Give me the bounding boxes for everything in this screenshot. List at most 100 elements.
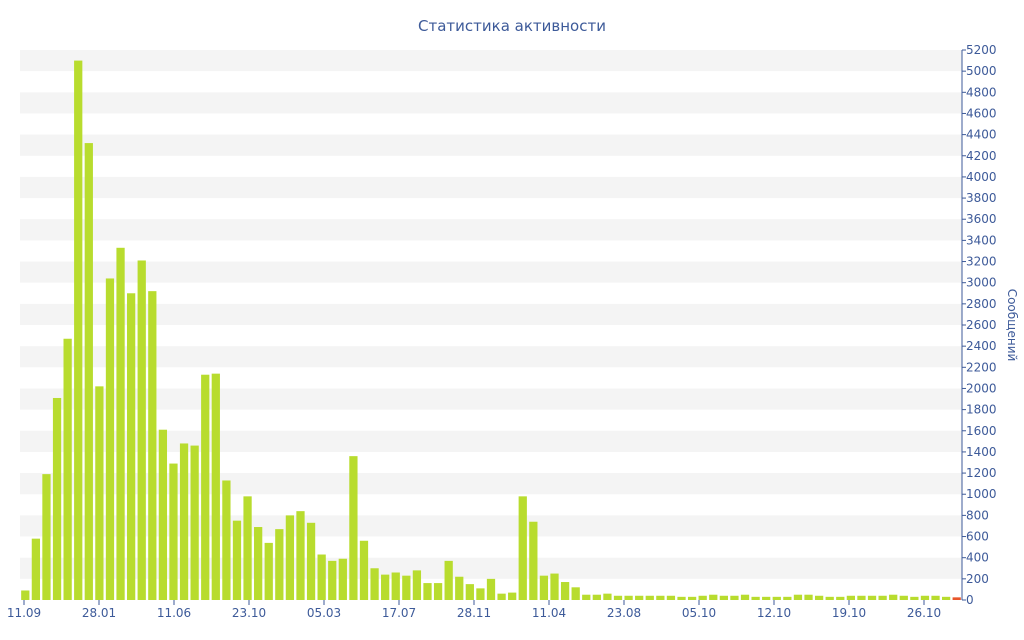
bar xyxy=(201,374,210,600)
bar xyxy=(571,587,580,600)
bar xyxy=(952,597,961,600)
bar xyxy=(836,596,845,600)
bar xyxy=(476,588,485,600)
bar xyxy=(666,595,676,600)
bar xyxy=(444,560,453,600)
x-tick-label: 23.08 xyxy=(607,606,641,620)
bar xyxy=(624,595,633,600)
x-tick-label: 05.10 xyxy=(682,606,716,620)
grid-band xyxy=(20,219,962,241)
y-tick-label: 4000 xyxy=(966,170,997,184)
y-tick-label: 2000 xyxy=(966,381,997,395)
bar xyxy=(645,595,654,600)
y-tick-label: 1200 xyxy=(966,466,997,480)
y-tick-label: 4600 xyxy=(966,106,997,120)
x-tick-label: 11.04 xyxy=(532,606,566,620)
bar xyxy=(825,596,834,600)
y-tick-label: 200 xyxy=(966,572,989,586)
y-tick-label: 3600 xyxy=(966,212,997,226)
bar xyxy=(359,540,369,600)
x-tick-label: 17.07 xyxy=(382,606,416,620)
bar xyxy=(148,291,157,600)
x-tick-label: 23.10 xyxy=(232,606,266,620)
grid-band xyxy=(20,261,962,283)
y-tick-label: 3400 xyxy=(966,233,997,247)
y-tick-label: 2200 xyxy=(966,360,997,374)
bar xyxy=(920,595,930,600)
y-tick-label: 1400 xyxy=(966,445,997,459)
bar xyxy=(105,278,115,600)
x-tick-label: 28.01 xyxy=(82,606,116,620)
bar xyxy=(349,456,358,600)
bar xyxy=(285,515,295,600)
bar xyxy=(931,595,940,600)
bar xyxy=(899,595,908,600)
y-tick-label: 2600 xyxy=(966,318,997,332)
bar xyxy=(137,260,146,600)
bar xyxy=(127,293,136,600)
chart-title: Статистика активности xyxy=(418,17,606,35)
y-tick-label: 1000 xyxy=(966,487,997,501)
bar xyxy=(613,595,623,600)
y-tick-label: 0 xyxy=(966,593,974,607)
bar xyxy=(582,594,591,600)
bar xyxy=(846,595,855,600)
bar xyxy=(381,574,390,600)
bar xyxy=(740,594,750,600)
bar xyxy=(508,592,517,600)
bar xyxy=(550,573,559,600)
bar-series xyxy=(21,60,961,601)
bar xyxy=(52,397,62,600)
y-tick-label: 1800 xyxy=(966,403,997,417)
bar xyxy=(402,575,411,600)
bar xyxy=(942,596,951,600)
bar xyxy=(793,594,803,600)
bar xyxy=(412,570,422,600)
bar xyxy=(486,578,496,600)
grid-band xyxy=(20,176,962,199)
bar xyxy=(391,572,400,600)
y-tick-label: 4400 xyxy=(966,128,997,142)
bar xyxy=(455,576,464,600)
bar xyxy=(762,596,771,600)
bar xyxy=(84,143,93,600)
bar xyxy=(179,443,189,600)
x-tick-label: 28.11 xyxy=(457,606,491,620)
y-axis-ticks: 0 200 400 600 800 1000 1200 1400 1600 1800 2000 220… xyxy=(962,43,997,607)
grid-band xyxy=(20,346,962,368)
bar xyxy=(338,558,347,600)
bar xyxy=(698,595,707,600)
bar xyxy=(560,582,570,600)
y-tick-label: 4200 xyxy=(966,149,997,163)
bar xyxy=(518,496,527,600)
bar xyxy=(889,594,898,600)
bar xyxy=(74,60,83,600)
bar xyxy=(635,595,644,600)
bar xyxy=(21,590,30,600)
y-axis-label: Сообщений xyxy=(1005,289,1019,362)
y-tick-label: 5000 xyxy=(966,64,997,78)
bar xyxy=(677,596,686,600)
bar xyxy=(211,373,220,600)
bar xyxy=(910,596,919,600)
bar xyxy=(857,595,866,600)
bar xyxy=(296,511,305,600)
bar xyxy=(254,527,263,600)
bar xyxy=(603,593,612,600)
bar xyxy=(497,593,506,600)
bar xyxy=(709,594,718,600)
bar xyxy=(222,480,231,600)
bar xyxy=(31,538,41,600)
x-tick-label: 11.06 xyxy=(157,606,191,620)
bar xyxy=(592,594,601,600)
bar xyxy=(317,554,326,600)
bar xyxy=(306,522,316,600)
grid-band xyxy=(20,303,962,325)
y-tick-label: 3800 xyxy=(966,191,997,205)
bar xyxy=(116,247,125,601)
bar xyxy=(264,542,273,600)
bar xyxy=(158,429,168,600)
y-tick-label: 600 xyxy=(966,530,989,544)
y-tick-label: 5200 xyxy=(966,43,997,57)
y-tick-label: 1600 xyxy=(966,424,997,438)
